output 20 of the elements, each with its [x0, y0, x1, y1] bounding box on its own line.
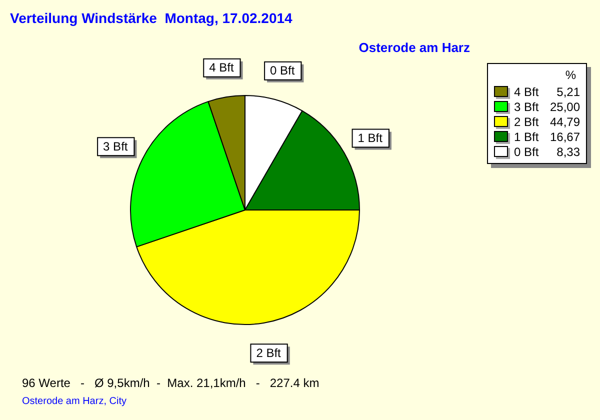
legend-label: 1 Bft: [514, 130, 540, 144]
legend-title: %: [564, 68, 577, 82]
data-label: 16,67: [550, 130, 580, 144]
slice-label: 0 Bft: [270, 64, 296, 78]
legend-label: 4 Bft: [514, 84, 540, 98]
chart-title: Verteilung Windstärke Montag, 17.02.2014: [10, 10, 292, 26]
data-label: 8,33: [556, 144, 580, 158]
data-label: 25,00: [550, 100, 580, 114]
chart-subtitle: Osterode am Harz: [358, 40, 470, 55]
slice-label: 4 Bft: [209, 60, 234, 75]
legend-label: 2 Bft: [514, 114, 540, 128]
legend-label: 0 Bft: [514, 144, 540, 158]
text: Osterode am Harz, City: [22, 396, 128, 407]
slice-label: 2 Bft: [256, 346, 282, 360]
legend-label: 3 Bft: [514, 100, 540, 114]
data-label: 5,21: [556, 84, 580, 98]
slice-label: 1 Bft: [358, 131, 384, 146]
data-label: 44,79: [550, 114, 580, 128]
text: 96 Werte - Ø 9,5km/h - Max. 21,1km/h - 227.4 km: [22, 376, 320, 390]
slice-label: 3 Bft: [103, 139, 128, 154]
